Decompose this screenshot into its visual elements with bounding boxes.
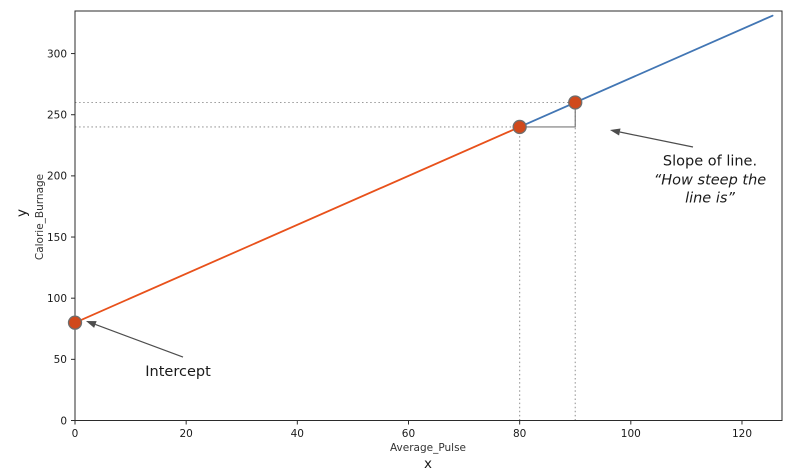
data-point-marker — [568, 95, 583, 110]
data-point-marker — [512, 119, 527, 135]
y-tick-label: 0 — [60, 415, 67, 427]
x-tick-label: 120 — [732, 428, 752, 440]
data-point-marker — [67, 315, 83, 330]
y-axis-sublabel: y — [14, 209, 30, 217]
x-tick-label: 0 — [72, 428, 79, 440]
slope-step-lines — [519, 102, 576, 128]
y-axis-label: Calorie_Burnage — [34, 173, 46, 261]
x-axis-label: Average_Pulse — [389, 442, 467, 454]
x-tick-label: 20 — [179, 428, 192, 440]
annotation-intercept-label: Intercept — [145, 363, 211, 380]
annotation-arrow-head-slope — [610, 128, 621, 136]
y-tick-label: 300 — [47, 48, 67, 60]
x-axis-sublabel: x — [424, 456, 432, 472]
y-tick-label: 150 — [47, 232, 67, 244]
x-tick-label: 40 — [291, 428, 304, 440]
x-tick-label: 60 — [402, 428, 415, 440]
series-line-slope-point-to-end — [518, 14, 774, 128]
series-line-intercept-to-slope-point — [74, 126, 521, 324]
y-tick-label: 250 — [47, 110, 67, 122]
x-tick-label: 100 — [621, 428, 641, 440]
annotation-slope-label: Slope of line. “How steep the line is” — [648, 152, 772, 208]
annotation-slope-line2: “How steep the line is” — [653, 171, 767, 207]
plot-spines — [74, 10, 783, 421]
annotation-arrow-line-intercept — [95, 323, 184, 358]
y-tick-label: 200 — [47, 171, 67, 183]
y-tick-label: 50 — [54, 354, 67, 366]
annotation-slope-line1: Slope of line. — [662, 153, 758, 170]
annotation-arrow-head-intercept — [86, 321, 97, 328]
y-tick-label: 100 — [47, 293, 67, 305]
x-tick-label: 80 — [513, 428, 526, 440]
annotation-arrow-line-slope — [619, 131, 694, 148]
